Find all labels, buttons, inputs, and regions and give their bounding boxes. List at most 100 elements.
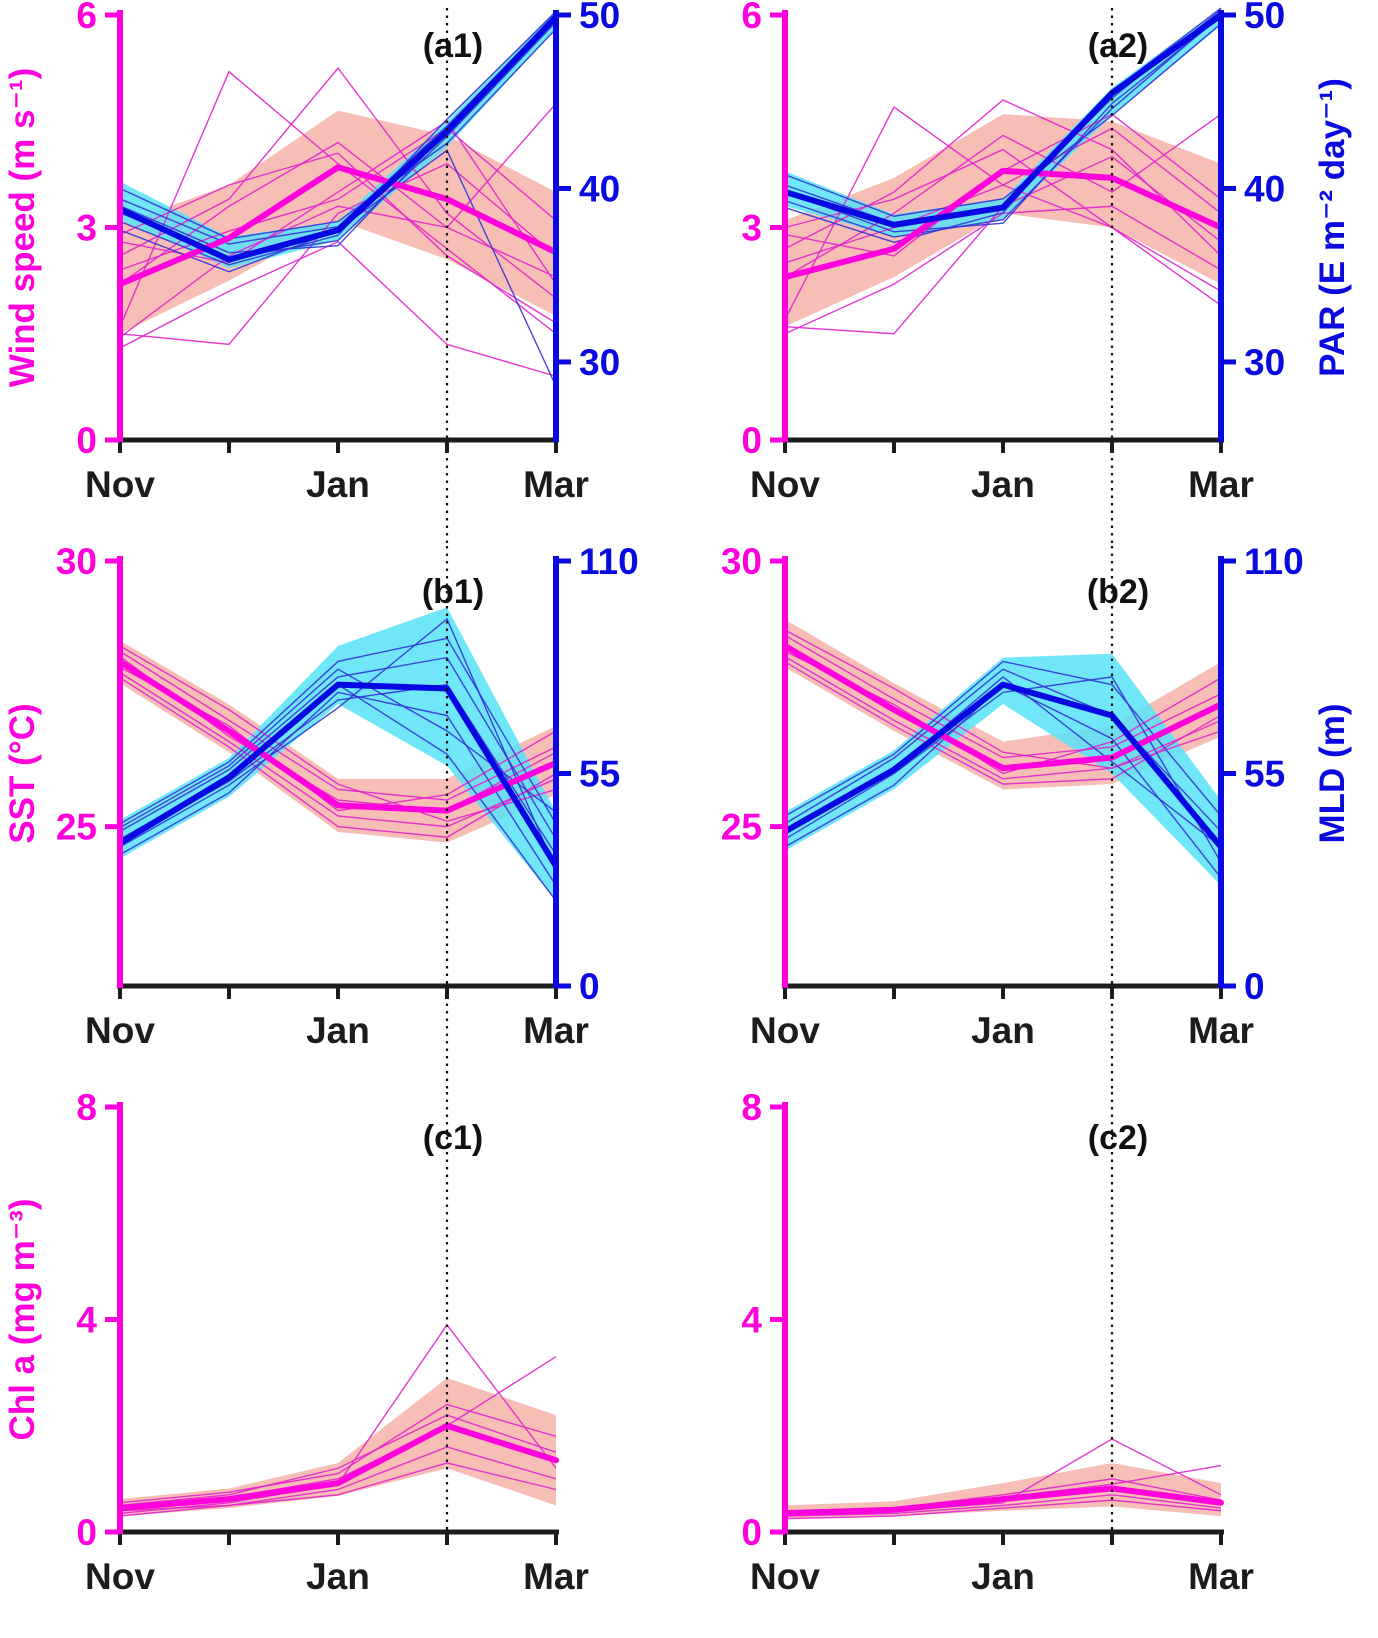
right-y-tick-label: 0 bbox=[1244, 966, 1265, 1007]
member-year-line bbox=[784, 23, 1222, 217]
right-y-axis-title: MLD (m) bbox=[1313, 704, 1352, 844]
wind-speed-mean-line bbox=[117, 164, 559, 288]
panel-c1-chart: Nov Jan Mar 0 4 8 Chl a (mg m⁻³) (c1) bbox=[3, 1087, 589, 1597]
member-year-line bbox=[119, 650, 557, 801]
left-y-tick-label: 0 bbox=[76, 420, 97, 461]
member-year-line bbox=[784, 113, 1222, 278]
wind-speed-mean-line bbox=[782, 167, 1224, 281]
right-y-tick-label: 40 bbox=[579, 168, 620, 209]
panel-label: (c2) bbox=[1088, 1119, 1148, 1157]
x-tick-label: Mar bbox=[1188, 1556, 1254, 1597]
member-year-line bbox=[119, 617, 557, 871]
x-tick-label: Nov bbox=[85, 464, 155, 505]
right-y-tick-label: 30 bbox=[1244, 342, 1285, 383]
member-year-line bbox=[119, 637, 557, 825]
right-y-tick-label: 0 bbox=[579, 966, 600, 1007]
panel-b2-chart: Nov Jan Mar 25 30 0 55 110 MLD (m) (b2) bbox=[721, 541, 1352, 1092]
mld-mean-envelope-band bbox=[120, 607, 556, 901]
member-year-line bbox=[119, 205, 557, 338]
par-mean-line bbox=[782, 12, 1224, 228]
panel-b1-chart: Nov Jan Mar 25 30 SST (°C) 0 55 110 (b1) bbox=[3, 541, 639, 1092]
member-year-line bbox=[784, 14, 1222, 238]
x-tick-label: Nov bbox=[85, 1010, 155, 1051]
panel-label: (a2) bbox=[1088, 27, 1148, 65]
right-y-tick-label: 55 bbox=[579, 754, 620, 795]
left-y-tick-label: 8 bbox=[76, 1087, 97, 1128]
right-y-tick-label: 55 bbox=[1244, 754, 1285, 795]
member-year-line bbox=[784, 16, 1222, 233]
x-tick-label: Mar bbox=[523, 464, 589, 505]
member-year-line bbox=[119, 1403, 557, 1504]
chl-mean-envelope-band bbox=[120, 1377, 556, 1517]
left-y-tick-label: 0 bbox=[741, 1512, 762, 1553]
left-y-tick-label: 25 bbox=[721, 807, 762, 848]
member-year-line bbox=[784, 1494, 1222, 1517]
member-year-line bbox=[119, 656, 557, 840]
left-y-tick-label: 6 bbox=[741, 0, 762, 36]
x-tick-label: Jan bbox=[306, 464, 370, 505]
panel-c1: Nov Jan Mar 0 4 8 Chl a (mg m⁻³) (c1) bbox=[0, 1087, 689, 1638]
left-y-tick-label: 25 bbox=[56, 807, 97, 848]
member-year-line bbox=[119, 1462, 557, 1517]
left-y-tick-label: 4 bbox=[741, 1300, 762, 1341]
sst-mean-envelope-band bbox=[120, 640, 556, 843]
member-year-line bbox=[119, 162, 557, 346]
panel-label: (a1) bbox=[423, 27, 483, 65]
x-tick-label: Nov bbox=[750, 464, 820, 505]
member-year-line bbox=[119, 1446, 557, 1512]
member-year-line bbox=[119, 70, 557, 335]
x-tick-label: Jan bbox=[306, 1010, 370, 1051]
par-mean-envelope-band bbox=[785, 8, 1221, 238]
panel-b1: Nov Jan Mar 25 30 SST (°C) 0 55 110 (b1) bbox=[0, 541, 689, 1092]
mld-mean-line bbox=[117, 681, 559, 870]
left-y-tick-label: 0 bbox=[741, 420, 762, 461]
left-y-tick-label: 6 bbox=[76, 0, 97, 36]
x-tick-label: Mar bbox=[1188, 464, 1254, 505]
left-y-axis-title: SST (°C) bbox=[3, 703, 42, 843]
member-year-line bbox=[119, 240, 557, 377]
x-tick-label: Mar bbox=[523, 1010, 589, 1051]
left-y-tick-label: 30 bbox=[721, 541, 762, 582]
par-mean-line bbox=[117, 13, 559, 263]
member-year-line bbox=[784, 1499, 1222, 1520]
panel-a2-chart: Nov Jan Mar 0 3 6 30 40 50 PAR (E m⁻² day⁻¹) (a2) bbox=[741, 0, 1352, 546]
left-y-tick-label: 30 bbox=[56, 541, 97, 582]
right-y-tick-label: 110 bbox=[579, 541, 639, 582]
right-y-tick-label: 50 bbox=[579, 0, 620, 36]
panel-a1: Nov Jan Mar 0 3 6 Wind speed (m s⁻¹) 30 40 50 (a1) bbox=[0, 0, 689, 546]
member-year-line bbox=[784, 656, 1222, 780]
member-year-line bbox=[119, 103, 557, 285]
member-year-line bbox=[119, 668, 557, 829]
x-tick-label: Jan bbox=[971, 1556, 1035, 1597]
member-year-line bbox=[119, 152, 557, 324]
x-tick-label: Nov bbox=[750, 1010, 820, 1051]
member-year-line bbox=[784, 660, 1222, 817]
x-tick-label: Nov bbox=[750, 1556, 820, 1597]
x-tick-label: Jan bbox=[306, 1556, 370, 1597]
x-tick-label: Jan bbox=[971, 464, 1035, 505]
member-year-line bbox=[119, 1414, 557, 1507]
panel-label: (b1) bbox=[422, 573, 484, 611]
left-y-tick-label: 3 bbox=[76, 208, 97, 249]
left-y-tick-label: 4 bbox=[76, 1300, 97, 1341]
right-y-tick-label: 30 bbox=[579, 342, 620, 383]
left-y-tick-label: 8 bbox=[741, 1087, 762, 1128]
right-y-tick-label: 50 bbox=[1244, 0, 1285, 36]
member-year-line bbox=[119, 691, 557, 886]
right-y-tick-label: 40 bbox=[1244, 168, 1285, 209]
right-y-tick-label: 110 bbox=[1244, 541, 1304, 582]
panel-a1-chart: Nov Jan Mar 0 3 6 Wind speed (m s⁻¹) 30 40 50 (a1) bbox=[3, 0, 620, 546]
left-y-tick-label: 3 bbox=[741, 208, 762, 249]
chl-mean-line bbox=[782, 1485, 1224, 1517]
sst-mean-line bbox=[782, 643, 1224, 772]
member-year-line bbox=[119, 28, 557, 240]
panel-a2: Nov Jan Mar 0 3 6 30 40 50 PAR (E m⁻² day⁻¹) (a2) bbox=[689, 0, 1378, 546]
panel-b2: Nov Jan Mar 25 30 0 55 110 MLD (m) (b2) bbox=[689, 541, 1378, 1092]
x-tick-label: Nov bbox=[85, 1556, 155, 1597]
member-year-line bbox=[784, 127, 1222, 264]
sst-mean-line bbox=[117, 658, 559, 814]
x-tick-label: Mar bbox=[523, 1556, 589, 1597]
panel-c2-chart: Nov Jan Mar 0 4 8 (c2) bbox=[741, 1087, 1254, 1597]
x-tick-label: Jan bbox=[971, 1010, 1035, 1051]
panel-c2: Nov Jan Mar 0 4 8 (c2) bbox=[689, 1087, 1378, 1638]
